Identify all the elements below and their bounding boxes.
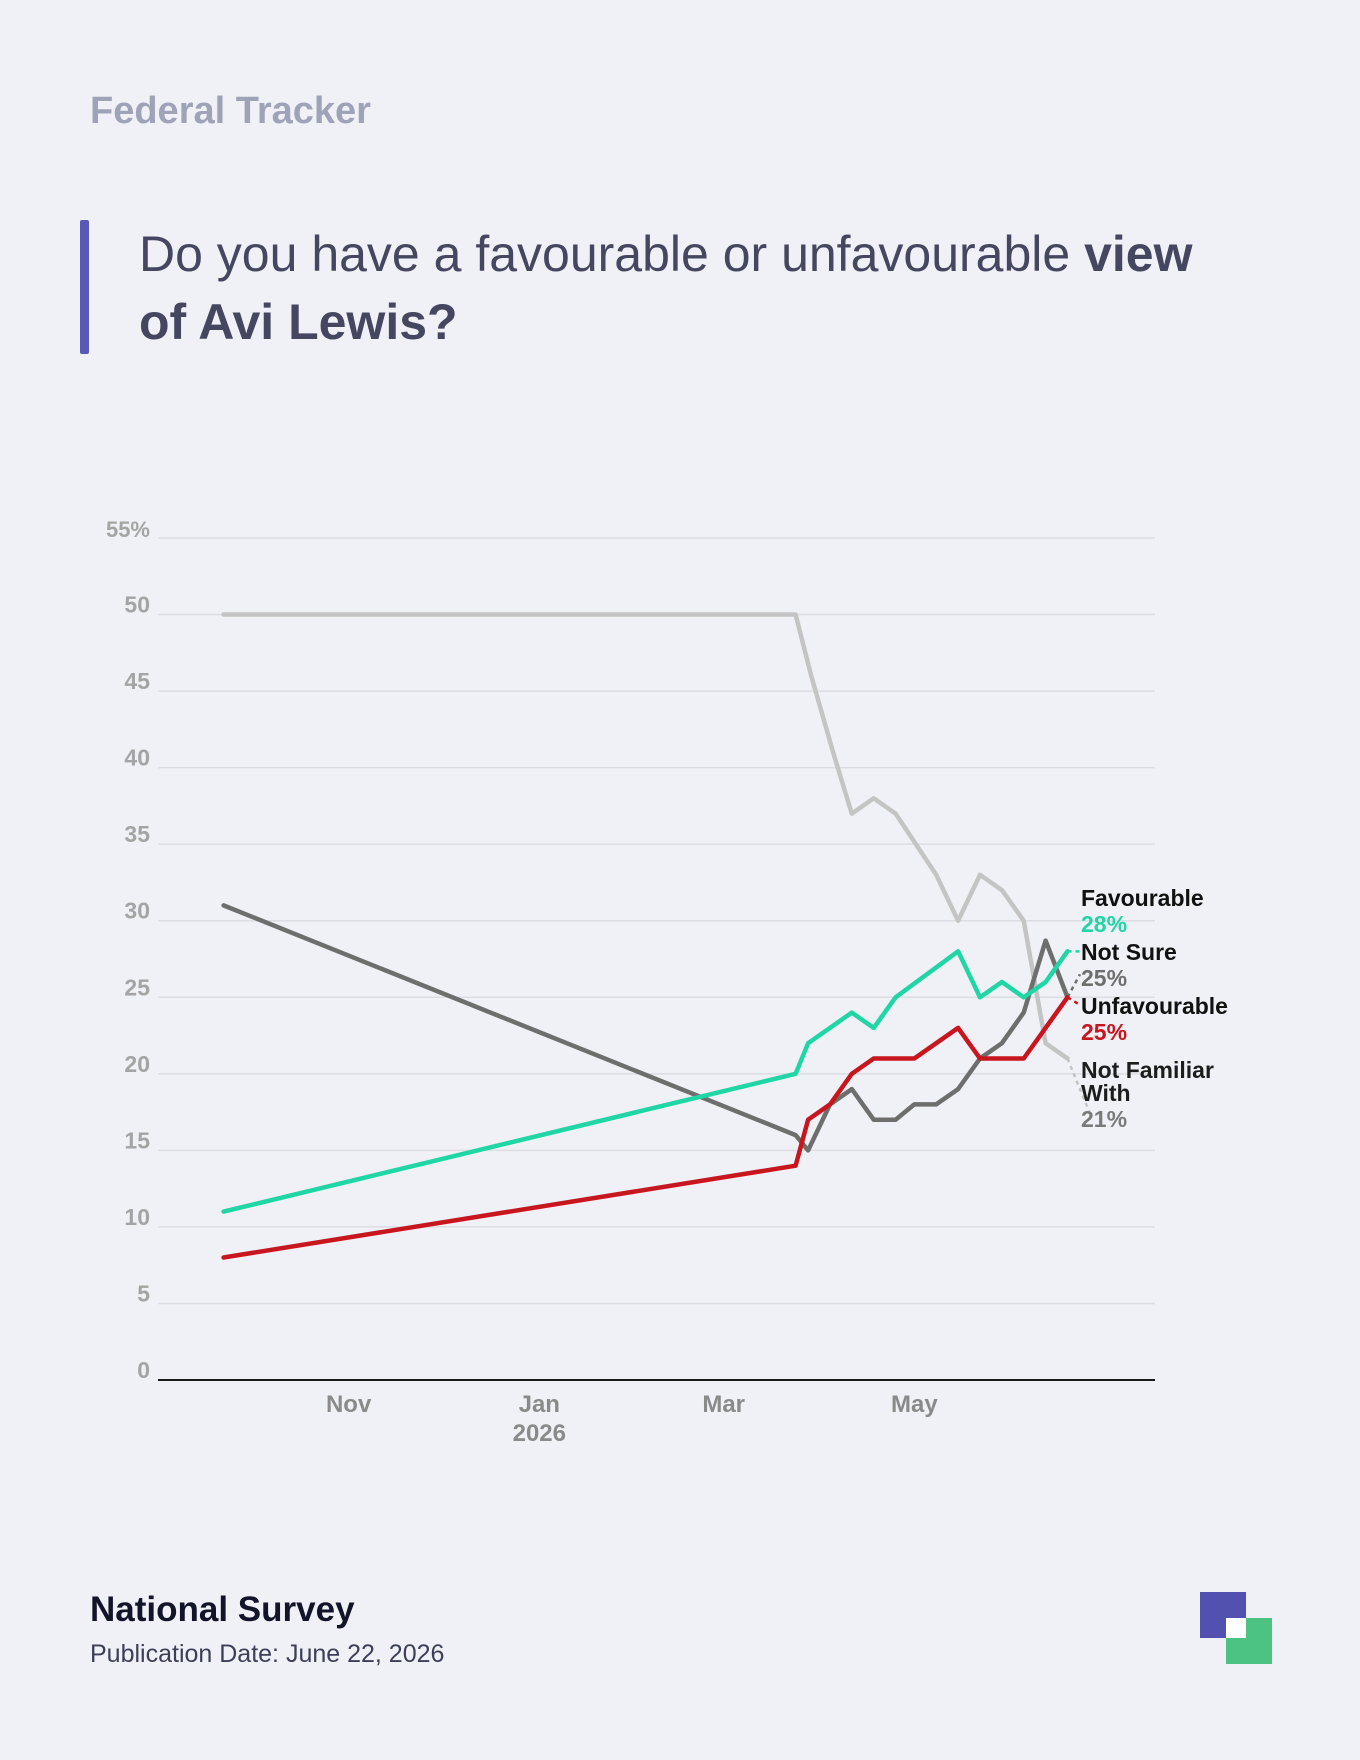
end-label-name: Unfavourable: [1081, 993, 1228, 1019]
end-label-value: 25%: [1081, 1019, 1127, 1045]
y-tick-label: 40: [124, 745, 150, 771]
series-layer: [221, 612, 1091, 1260]
publication-date: Publication Date: June 22, 2026: [90, 1640, 445, 1668]
y-tick-label: 5: [137, 1280, 150, 1306]
x-tick-label: May: [891, 1391, 938, 1418]
end-label-name: Not Familiar: [1081, 1057, 1214, 1083]
y-tick-label: 20: [124, 1051, 150, 1077]
x-tick-label: Jan: [519, 1391, 560, 1418]
end-label-name: With: [1081, 1080, 1131, 1106]
title-plain-text: Do you have a favourable or unfavourable: [139, 226, 1085, 282]
title-bold-text-1: view: [1084, 226, 1193, 282]
end-label-value: 25%: [1081, 965, 1127, 991]
end-label-name: Favourable: [1081, 885, 1204, 911]
y-tick-label: 35: [124, 821, 150, 847]
x-tick-label: Nov: [326, 1391, 372, 1418]
y-tick-label: 30: [124, 898, 150, 924]
x-tick-sublabel: 2026: [513, 1420, 566, 1447]
y-tick-label: 45: [124, 668, 150, 694]
series-projection-not_familiar: [1066, 1058, 1091, 1113]
x-tick-label: Mar: [702, 1391, 745, 1418]
chart-title: Do you have a favourable or unfavourable…: [139, 220, 1239, 356]
y-tick-label: 25: [124, 974, 150, 1000]
series-line-not_familiar: [221, 612, 1070, 1061]
series-projection-unfavourable: [1066, 996, 1081, 1006]
series-projection-not_sure: [1066, 973, 1082, 998]
y-tick-label: 55%: [106, 517, 150, 542]
y-tick-label: 10: [124, 1204, 150, 1230]
title-bold-text-2: of Avi Lewis?: [139, 294, 458, 350]
series-line-favourable: [221, 949, 1070, 1214]
kicker-label: Federal Tracker: [90, 90, 371, 132]
logo-square-overlap: [1226, 1618, 1246, 1638]
series-line-not_sure: [221, 903, 1070, 1153]
y-tick-label: 15: [124, 1127, 150, 1153]
y-tick-label: 50: [124, 592, 150, 618]
series-line-unfavourable: [221, 995, 1070, 1260]
end-label-name: Not Sure: [1081, 939, 1177, 965]
end-label-value: 28%: [1081, 911, 1127, 937]
end-label-value: 21%: [1081, 1106, 1127, 1132]
y-tick-label: 0: [137, 1357, 150, 1383]
footer-title: National Survey: [90, 1590, 355, 1629]
brand-logo-icon: [1200, 1592, 1272, 1664]
title-accent-bar: [80, 220, 89, 354]
